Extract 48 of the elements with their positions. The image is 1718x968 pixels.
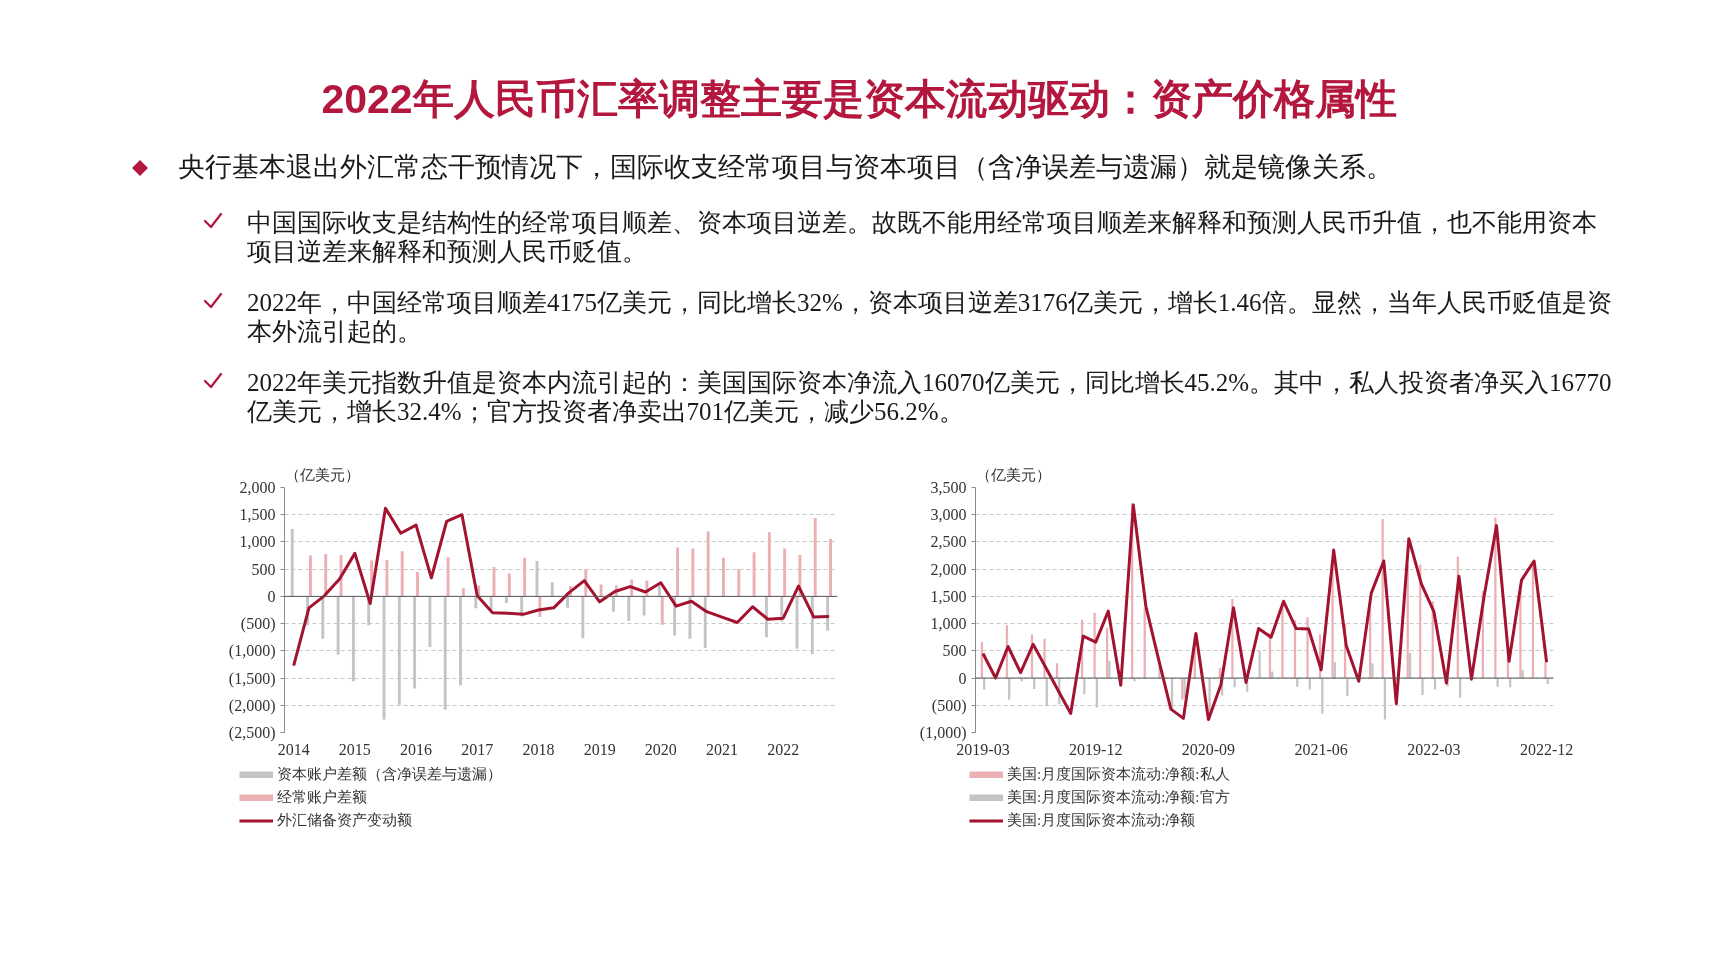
x-tick-label: 2022-03 (1407, 740, 1461, 758)
y-tick-label: (1,500) (228, 669, 276, 688)
legend-label: 经常账户差额 (277, 788, 367, 807)
text: 2022年人民币汇率调整主要是资本流动驱动：资产价格属性 (320, 75, 1398, 124)
y-tick-label: 1,500 (930, 587, 967, 605)
y-axis-title: （亿美元） (284, 466, 360, 483)
x-tick-label: 2014 (277, 740, 310, 758)
y-tick-label: 1,000 (239, 533, 276, 551)
y-tick-label: (2,500) (228, 724, 276, 742)
x-tick-label: 2018 (522, 740, 555, 758)
y-tick-label: 0 (958, 669, 967, 687)
legend-label: 美国:月度国际资本流动:净额 (1007, 811, 1196, 830)
text: 中国国际收支是结构性的经常项目顺差、资本项目逆差。故既不能用经常项目顺差来解释和预测人民币升值，也不能用资本项目逆差来解释和预测人民币贬值。 (247, 208, 1598, 266)
y-tick-label: 500 (942, 642, 967, 660)
y-tick-label: (500) (240, 615, 276, 634)
x-tick-label: 2022-12 (1519, 740, 1574, 758)
y-tick-label: 1,500 (239, 506, 276, 524)
y-tick-label: 500 (251, 560, 276, 578)
y-tick-label: 3,000 (930, 506, 967, 524)
x-tick-label: 2022 (767, 740, 800, 758)
legend-label: 美国:月度国际资本流动:净额:官方 (1007, 788, 1230, 807)
x-tick-label: 2019-03 (956, 740, 1010, 758)
x-tick-label: 2021-06 (1294, 740, 1348, 758)
legend-label: 外汇储备资产变动额 (277, 811, 412, 830)
x-tick-label: 2020-09 (1181, 740, 1236, 758)
y-axis-title: （亿美元） (975, 466, 1051, 483)
y-tick-label: 2,500 (930, 533, 967, 551)
y-tick-label: 2,000 (930, 560, 967, 578)
y-tick-label: 2,000 (239, 479, 276, 496)
y-tick-label: (1,000) (228, 642, 276, 661)
x-tick-label: 2015 (338, 740, 371, 758)
x-tick-label: 2020 (644, 740, 677, 758)
text: 2022年美元指数升值是资本内流引起的：美国国际资本净流入16070亿美元，同比增长45.2%。其中，私人投资者净买入16770亿美元，增长32.4%；官方投资者净卖出701亿美元，减少56.2%。 (247, 368, 1613, 426)
x-tick-label: 2019-12 (1069, 740, 1123, 758)
legend-label: 资本账户差额（含净误差与遗漏） (277, 765, 502, 784)
y-tick-label: 1,000 (930, 615, 967, 633)
y-tick-label: (2,000) (228, 696, 276, 715)
y-tick-label: (1,000) (919, 724, 967, 742)
text: 2022年，中国经常项目顺差4175亿美元，同比增长32%，资本项目逆差3176亿美元，增长1.46倍。显然，当年人民币贬值是资本外流引起的。 (247, 288, 1613, 346)
x-tick-label: 2019 (583, 740, 616, 758)
y-tick-label: (500) (931, 696, 967, 715)
y-tick-label: 3,500 (930, 479, 967, 496)
legend-label: 美国:月度国际资本流动:净额:私人 (1007, 765, 1230, 784)
x-tick-label: 2017 (461, 740, 494, 758)
x-tick-label: 2021 (706, 740, 738, 758)
text: 央行基本退出外汇常态干预情况下，国际收支经常项目与资本项目（含净误差与遗漏）就是镜像关系。 (178, 151, 1394, 184)
y-tick-label: 0 (267, 587, 276, 605)
x-tick-label: 2016 (400, 740, 433, 758)
